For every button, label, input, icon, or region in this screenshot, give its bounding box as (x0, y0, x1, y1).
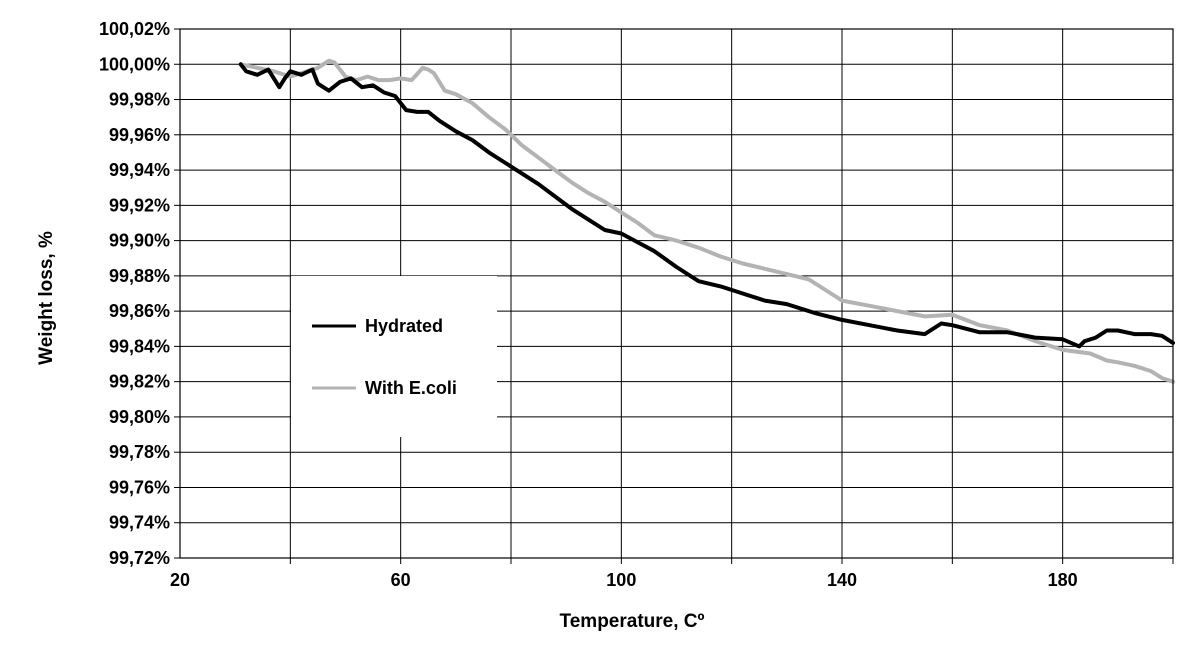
series-line-with-ecoli (238, 58, 1175, 384)
legend: Hydrated With E.coli (291, 276, 497, 437)
x-tick-label: 20 (170, 570, 190, 590)
series-line-hydrated (238, 62, 1175, 349)
y-axis-title: Weight loss, % (36, 231, 57, 365)
plot-border (179, 28, 1174, 559)
y-tick-label: 99,74% (109, 513, 170, 533)
legend-label-ecoli: With E.coli (365, 378, 457, 398)
y-tick-label: 99,76% (109, 477, 170, 497)
y-tick-label: 99,90% (109, 231, 170, 251)
x-tick-label: 60 (391, 570, 411, 590)
y-tick-label: 99,94% (109, 160, 170, 180)
x-tick-label: 140 (827, 570, 857, 590)
x-axis-ticks: 20 60 100 140 180 (170, 558, 1174, 590)
x-tick-label: 180 (1048, 570, 1078, 590)
y-tick-label: 99,78% (109, 442, 170, 462)
y-tick-label: 99,88% (109, 266, 170, 286)
y-tick-label: 99,80% (109, 407, 170, 427)
x-tick-label: 100 (606, 570, 636, 590)
y-tick-label: 100,02% (99, 19, 170, 39)
y-tick-label: 99,96% (109, 125, 170, 145)
legend-label-hydrated: Hydrated (365, 316, 443, 336)
y-axis-ticks: 99,72% 99,74% 99,76% 99,78% 99,80% 99,82% 99,8… (99, 19, 180, 568)
y-tick-label: 99,92% (109, 195, 170, 215)
y-tick-label: 99,72% (109, 548, 170, 568)
y-tick-label: 100,00% (99, 54, 170, 74)
series-lines (238, 58, 1175, 384)
x-axis-title: Temperature, Cº (560, 611, 705, 632)
legend-box (291, 276, 497, 437)
y-tick-label: 99,98% (109, 90, 170, 110)
y-tick-label: 99,82% (109, 372, 170, 392)
y-tick-label: 99,86% (109, 301, 170, 321)
y-tick-label: 99,84% (109, 336, 170, 356)
